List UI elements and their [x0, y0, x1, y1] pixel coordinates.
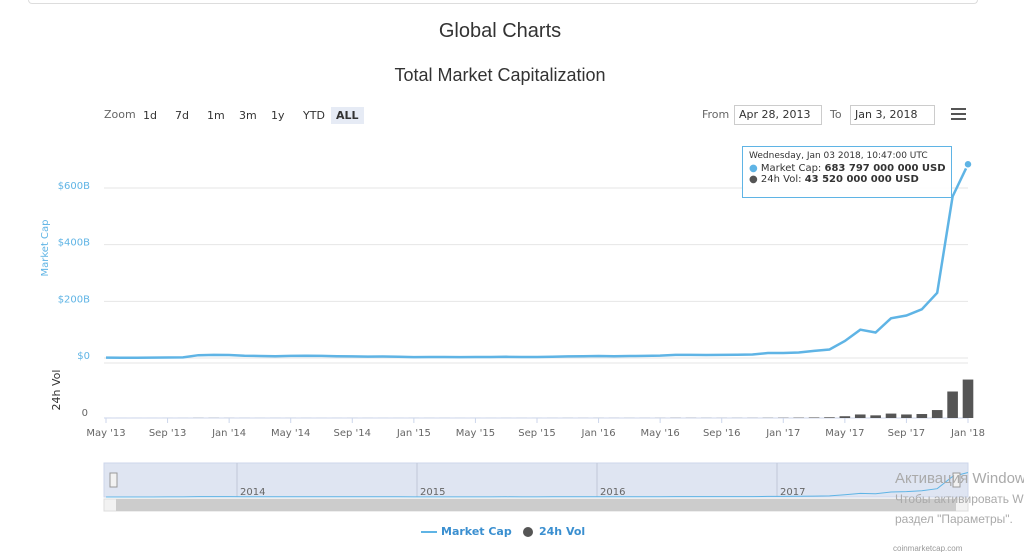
zoom-button[interactable]: 3m: [239, 109, 257, 122]
tooltip-date: Wednesday, Jan 03 2018, 10:47:00 UTC: [749, 151, 928, 161]
x-tick-label: Sep '16: [703, 428, 741, 439]
legend-label: Market Cap: [441, 525, 512, 538]
x-tick-label: Sep '13: [149, 428, 187, 439]
zoom-label: Zoom: [104, 108, 136, 121]
credit: coinmarketcap.com: [893, 544, 963, 552]
x-tick-label: Sep '14: [334, 428, 372, 439]
x-tick-label: Jan '14: [211, 428, 246, 439]
zoom-button[interactable]: 1m: [207, 109, 225, 122]
legend-label: 24h Vol: [539, 525, 585, 538]
y-tick-label: $600B: [58, 181, 90, 192]
from-label: From: [702, 108, 730, 121]
navigator-label: 2015: [420, 487, 445, 498]
y-axis-title: Market Cap: [40, 219, 51, 276]
y-tick-label: $0: [77, 351, 90, 362]
hover-marker: [963, 159, 973, 170]
volume-bar: [947, 391, 958, 418]
tooltip-value: 43 520 000 000 USD: [804, 174, 919, 185]
x-tick-label: Jan '15: [396, 428, 431, 439]
tooltip-label: 24h Vol:: [760, 174, 802, 185]
volume-bar: [870, 415, 881, 418]
watermark: раздел "Параметры".: [895, 512, 1013, 526]
y-tick-label: $400B: [58, 238, 90, 249]
tooltip-label: Market Cap:: [760, 163, 822, 174]
volume-bar: [962, 379, 974, 418]
zoom-button[interactable]: ALL: [331, 107, 364, 124]
x-tick-label: Jan '17: [765, 428, 800, 439]
zoom-button[interactable]: 1y: [271, 109, 285, 122]
navigator-line: [106, 472, 969, 498]
zoom-button[interactable]: 1d: [143, 109, 157, 122]
volume-bar: [854, 414, 866, 418]
scrollbar-thumb: [116, 499, 956, 511]
tooltip-value: 683 797 000 000 USD: [824, 163, 946, 174]
watermark: Активация Windows: [895, 470, 1024, 487]
x-tick-label: May '17: [825, 428, 864, 439]
watermark: Чтобы активировать Windows, перейдите в: [895, 492, 1024, 506]
legend-marker: [523, 527, 533, 537]
navigator-label: 2014: [240, 487, 265, 498]
x-tick-label: May '13: [86, 428, 125, 439]
volume-bar: [901, 414, 912, 418]
navigator-handle: [109, 472, 118, 488]
x-tick-label: May '14: [271, 428, 310, 439]
x-tick-label: Jan '18: [950, 428, 985, 439]
volume-bar: [808, 417, 820, 418]
chart-title: Total Market Capitalization: [394, 65, 606, 85]
volume-bar: [824, 417, 835, 418]
volume-bar: [916, 414, 928, 418]
x-tick-label: Sep '17: [888, 428, 926, 439]
navigator-label: 2016: [600, 487, 625, 498]
x-tick-label: May '15: [456, 428, 495, 439]
x-tick-label: May '16: [640, 428, 679, 439]
page-title: Global Charts: [438, 20, 562, 42]
zoom-button[interactable]: 7d: [175, 109, 189, 122]
from-input[interactable]: Apr 28, 2013: [734, 105, 822, 125]
y-tick-label: $200B: [58, 294, 90, 305]
zoom-button[interactable]: YTD: [303, 109, 325, 122]
x-tick-label: Sep '15: [518, 428, 556, 439]
to-label: To: [830, 108, 842, 121]
tooltip: Wednesday, Jan 03 2018, 10:47:00 UTC ● M…: [742, 146, 952, 198]
y2-axis-title: 24h Vol: [50, 370, 63, 411]
volume-bar: [885, 413, 897, 418]
x-tick-label: Jan '16: [581, 428, 616, 439]
volume-bar: [839, 416, 851, 418]
navigator-label: 2017: [780, 487, 805, 498]
navigator-bg: [103, 462, 969, 498]
volume-bar: [931, 410, 943, 418]
market-cap-line: [105, 163, 970, 359]
menu-button[interactable]: [951, 108, 966, 120]
navigator-handle: [952, 472, 961, 488]
y2-tick-label: 0: [82, 408, 88, 419]
to-input[interactable]: Jan 3, 2018: [850, 105, 935, 125]
